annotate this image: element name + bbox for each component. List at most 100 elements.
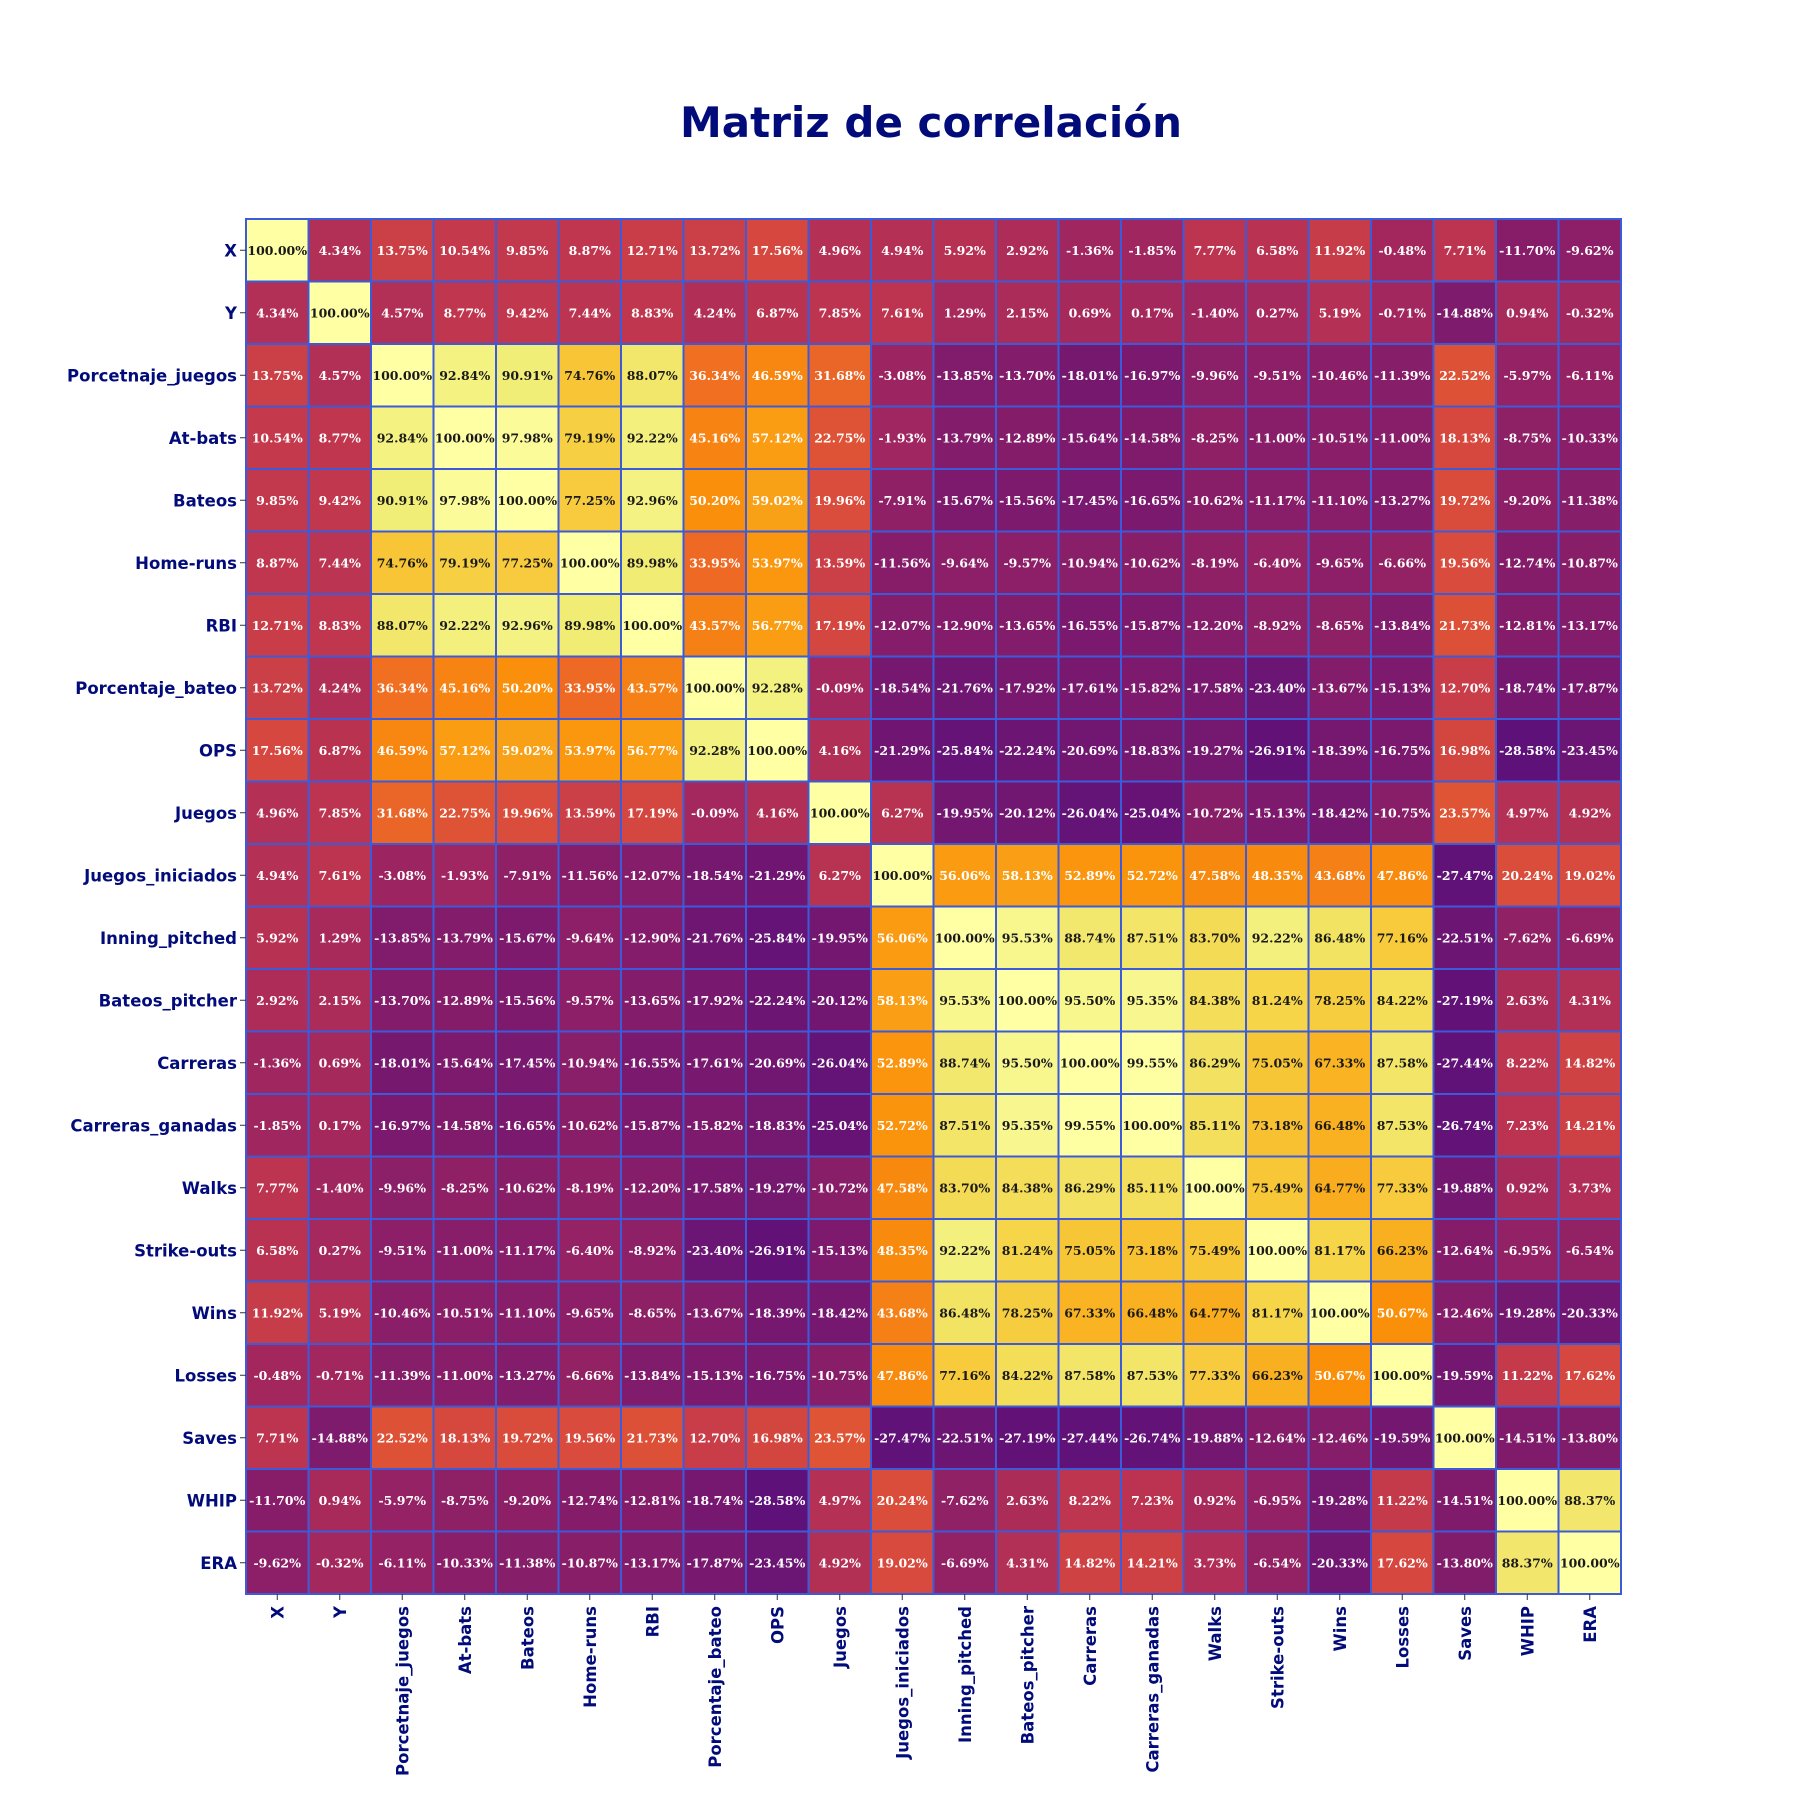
cell-value-label: 3.73% [1194, 1555, 1236, 1570]
cell-value-label: -13.65% [624, 993, 680, 1008]
cell-value-label: 23.57% [814, 1430, 865, 1445]
cell-value-label: 97.98% [439, 493, 490, 508]
cell-value-label: -12.89% [437, 993, 493, 1008]
cell-value-label: 56.06% [877, 930, 928, 945]
heatmap-cell [1495, 1155, 1560, 1220]
cell-value-label: 43.68% [1314, 868, 1365, 883]
heatmap-cell [370, 280, 435, 345]
cell-value-label: 67.33% [1314, 1055, 1365, 1070]
cell-value-label: -10.62% [499, 1180, 555, 1195]
cell-value-label: -13.85% [374, 930, 430, 945]
cell-value-label: 77.25% [502, 555, 553, 570]
cell-value-label: 7.77% [256, 1180, 298, 1195]
cell-value-label: 17.19% [627, 805, 678, 820]
cell-value-label: 36.34% [377, 680, 428, 695]
cell-value-label: 5.92% [256, 930, 298, 945]
heatmap-cell [1495, 343, 1560, 408]
cell-value-label: 31.68% [814, 368, 865, 383]
cell-value-label: -8.25% [1191, 430, 1239, 445]
cell-value-label: 48.35% [877, 1243, 928, 1258]
cell-value-label: 4.94% [256, 868, 298, 883]
cell-value-label: 100.00% [372, 368, 432, 383]
cell-value-label: -13.27% [499, 1368, 555, 1383]
heatmap-cell [1245, 968, 1310, 1033]
cell-value-label: 13.75% [377, 243, 428, 258]
cell-value-label: 58.13% [877, 993, 928, 1008]
cell-value-label: 58.13% [1002, 868, 1053, 883]
x-tick-label: Home-runs [581, 1606, 600, 1708]
cell-value-label: -10.75% [1374, 805, 1430, 820]
cell-value-label: -12.90% [624, 930, 680, 945]
heatmap-cell [1120, 343, 1185, 408]
cell-value-label: -1.40% [316, 1180, 364, 1195]
cell-value-label: 6.58% [1256, 243, 1298, 258]
cell-value-label: -6.11% [378, 1555, 426, 1570]
cell-value-label: -9.51% [1253, 368, 1301, 383]
heatmap-cell [620, 905, 685, 970]
cell-value-label: -14.58% [437, 1118, 493, 1133]
cell-value-label: -13.70% [999, 368, 1055, 383]
heatmap-cell [307, 280, 372, 345]
heatmap-cell [1495, 1343, 1560, 1408]
heatmap-cell [1432, 843, 1497, 908]
cell-value-label: -15.56% [999, 493, 1055, 508]
cell-value-label: -12.74% [1499, 555, 1555, 570]
heatmap-cell [1495, 468, 1560, 533]
heatmap-cell [620, 1530, 685, 1595]
cell-value-label: -19.28% [1312, 1493, 1368, 1508]
cell-value-label: 90.91% [502, 368, 553, 383]
x-tick-label: Walks [1206, 1606, 1225, 1661]
heatmap-cell [1557, 905, 1622, 970]
heatmap-cell [1432, 1280, 1497, 1345]
heatmap-cell [870, 593, 935, 658]
cell-value-label: 100.00% [1497, 1493, 1557, 1508]
cell-value-label: -15.13% [687, 1368, 743, 1383]
cell-value-label: 75.05% [1252, 1055, 1303, 1070]
heatmap-cell [307, 780, 372, 845]
cell-value-label: 50.20% [689, 493, 740, 508]
heatmap-cell [995, 468, 1060, 533]
heatmap-cell [1495, 968, 1560, 1033]
cell-value-label: 53.97% [564, 743, 615, 758]
heatmap-cell [682, 968, 747, 1033]
cell-value-label: 9.85% [506, 243, 548, 258]
y-tick-label: Y [224, 304, 238, 323]
cell-value-label: -10.72% [1187, 805, 1243, 820]
heatmap-cell [1245, 1155, 1310, 1220]
cell-value-label: -16.55% [1062, 618, 1118, 633]
cell-value-label: -9.62% [1566, 243, 1614, 258]
cell-value-label: 57.12% [439, 743, 490, 758]
cell-value-label: 4.96% [256, 805, 298, 820]
cell-value-label: 7.23% [1506, 1118, 1548, 1133]
heatmap-cell [870, 343, 935, 408]
cell-value-label: 90.91% [377, 493, 428, 508]
cell-value-label: 52.89% [877, 1055, 928, 1070]
cell-value-label: 66.48% [1127, 1305, 1178, 1320]
cell-value-label: -10.46% [1312, 368, 1368, 383]
cell-value-label: 87.53% [1377, 1118, 1428, 1133]
heatmap-cell [1370, 1030, 1435, 1095]
cell-value-label: -7.62% [941, 1493, 989, 1508]
cell-value-label: 4.94% [881, 243, 923, 258]
y-tick-label: Carreras_ganadas [70, 1116, 237, 1135]
x-tick-label: Juegos [831, 1606, 850, 1669]
cell-value-label: 19.56% [564, 1430, 615, 1445]
cell-value-label: 86.29% [1189, 1055, 1240, 1070]
cell-value-label: -23.45% [1562, 743, 1618, 758]
cell-value-label: -15.13% [812, 1243, 868, 1258]
cell-value-label: -8.65% [1316, 618, 1364, 633]
heatmap-cell [307, 1155, 372, 1220]
cell-value-label: 89.98% [627, 555, 678, 570]
heatmap-cell [432, 843, 497, 908]
heatmap-cell [1120, 843, 1185, 908]
x-tick-label: RBI [643, 1606, 662, 1637]
cell-value-label: -8.25% [441, 1180, 489, 1195]
heatmap-cell [1495, 280, 1560, 345]
heatmap-cell [307, 1530, 372, 1595]
heatmap-cell [1057, 1093, 1122, 1158]
heatmap-cell [307, 843, 372, 908]
cell-value-label: 4.97% [1506, 805, 1548, 820]
cell-value-label: -10.33% [437, 1555, 493, 1570]
heatmap-cell [745, 905, 810, 970]
heatmap-cell [932, 343, 997, 408]
